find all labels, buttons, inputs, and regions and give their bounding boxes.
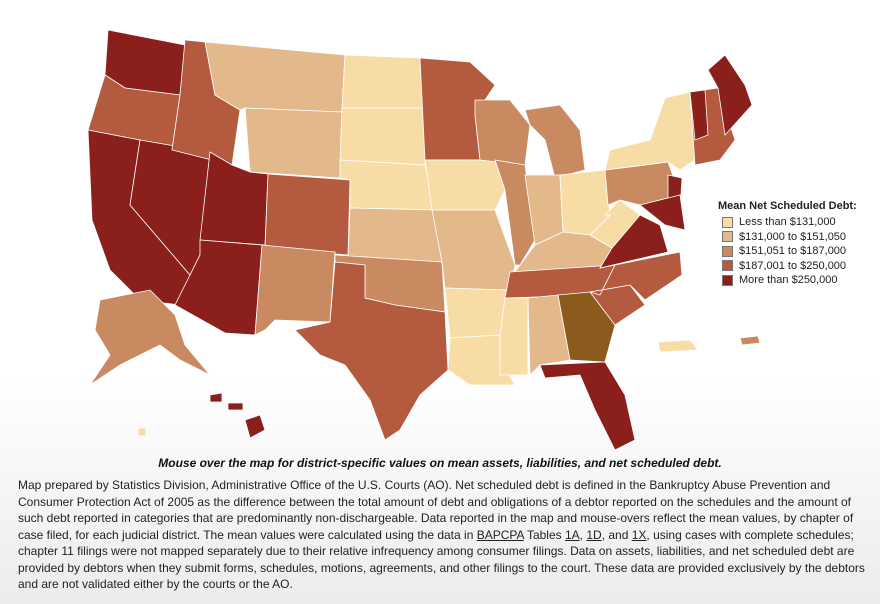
kansas[interactable] <box>347 207 443 263</box>
states[interactable] <box>87 29 761 451</box>
legend-label: $151,051 to $187,000 <box>739 245 847 258</box>
legend-swatch <box>722 231 733 243</box>
alabama[interactable] <box>527 294 571 376</box>
virgin-islands[interactable] <box>739 335 761 346</box>
legend-title: Mean Net Scheduled Debt: <box>718 200 857 212</box>
vermont[interactable] <box>689 89 709 141</box>
legend-label: Less than $131,000 <box>739 216 836 229</box>
wisconsin[interactable] <box>474 99 531 166</box>
link[interactable]: 1A <box>564 527 580 542</box>
us-map <box>87 29 761 451</box>
description: Map prepared by Statistics Division, Adm… <box>18 477 870 593</box>
north-carolina[interactable] <box>589 251 683 301</box>
nebraska[interactable] <box>339 159 439 211</box>
link[interactable]: 1D <box>586 527 602 542</box>
text: , using cases with complete schedules; c… <box>18 527 865 592</box>
legend-swatch <box>722 274 733 286</box>
link[interactable]: 1X <box>631 527 647 542</box>
new-york[interactable] <box>604 91 696 171</box>
north-dakota[interactable] <box>341 54 426 109</box>
legend-item: $151,051 to $187,000 <box>718 244 857 259</box>
missouri[interactable] <box>431 209 516 291</box>
new-mexico[interactable] <box>254 244 336 336</box>
legend-swatch <box>722 245 733 257</box>
guam[interactable] <box>137 427 147 437</box>
georgia[interactable] <box>557 291 616 363</box>
south-dakota[interactable] <box>339 107 426 166</box>
link[interactable]: BAPCPA <box>476 527 524 542</box>
iowa[interactable] <box>424 159 506 211</box>
michigan[interactable] <box>524 104 586 179</box>
caption: Mouse over the map for district-specific… <box>158 456 722 470</box>
hawaii-3[interactable] <box>227 402 244 411</box>
colorado[interactable] <box>264 173 351 256</box>
legend-swatch <box>722 260 733 272</box>
legend-label: More than $250,000 <box>739 274 838 287</box>
maine[interactable] <box>707 54 753 136</box>
text: , and <box>601 527 632 542</box>
text: Tables <box>523 527 565 542</box>
text: Map prepared by Statistics Division, Adm… <box>18 478 854 542</box>
montana[interactable] <box>204 41 346 113</box>
legend-item: Less than $131,000 <box>718 215 857 230</box>
texas[interactable] <box>294 261 449 441</box>
alaska[interactable] <box>89 289 211 386</box>
hawaii-2[interactable] <box>209 392 223 403</box>
legend-swatch <box>722 216 733 228</box>
maryland[interactable] <box>639 194 686 231</box>
hawaii[interactable] <box>244 414 266 439</box>
mississippi[interactable] <box>499 297 529 376</box>
legend-items: Less than $131,000 $131,000 to $151,050 $1… <box>718 215 857 288</box>
puerto-rico[interactable] <box>657 339 699 353</box>
wyoming[interactable] <box>244 107 343 179</box>
legend: Mean Net Scheduled Debt: Less than $131,… <box>718 200 857 288</box>
florida[interactable] <box>539 361 636 451</box>
legend-item: $187,001 to $250,000 <box>718 259 857 274</box>
legend-label: $187,001 to $250,000 <box>739 259 847 272</box>
legend-item: $131,000 to $151,050 <box>718 230 857 245</box>
legend-label: $131,000 to $151,050 <box>739 230 847 243</box>
text: , <box>579 527 587 542</box>
legend-item: More than $250,000 <box>718 273 857 288</box>
